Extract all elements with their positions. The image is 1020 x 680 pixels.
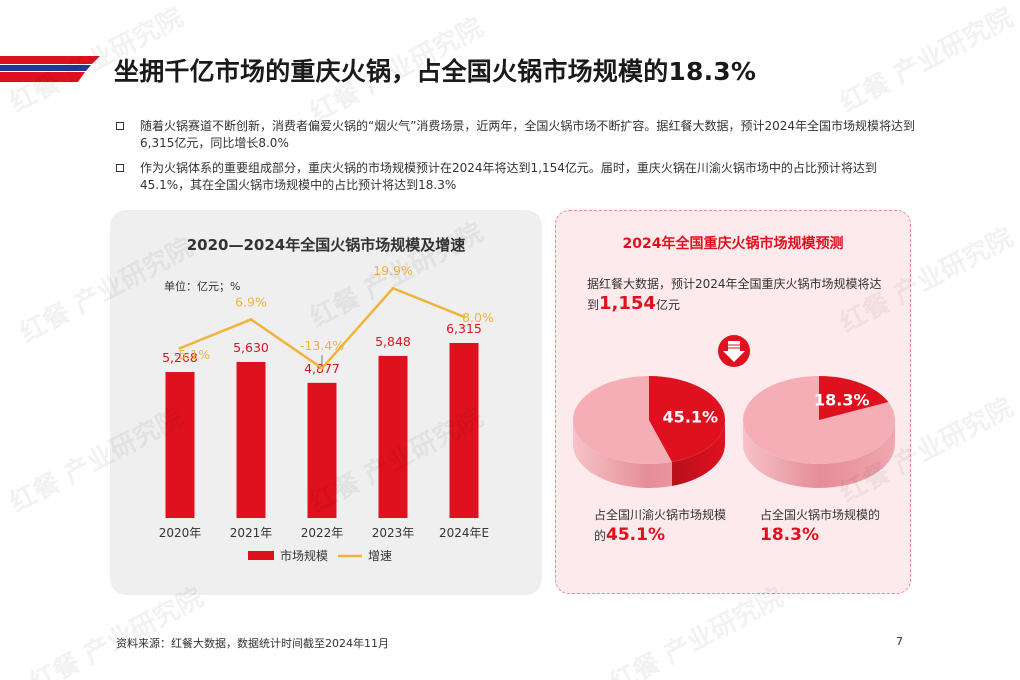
forecast-title: 2024年全国重庆火锅市场规模预测	[622, 236, 844, 252]
pie-slice-highlight	[819, 376, 889, 420]
x-tick-label: 2022年	[301, 526, 344, 540]
bullet-item: 作为火锅体系的重要组成部分，重庆火锅的市场规模预计在2024年将达到1,154亿…	[116, 160, 916, 193]
bar-value-label: 5,630	[233, 340, 269, 355]
page-title: 坐拥千亿市场的重庆火锅，占全国火锅市场规模的18.3%	[114, 57, 757, 86]
growth-point	[320, 366, 324, 370]
growth-point	[462, 315, 466, 319]
pie-national-share: 18.3%	[743, 376, 895, 488]
bullet-item: 随着火锅赛道不断创新，消费者偏爱火锅的“烟火气”消费场景，近两年，全国火锅市场不…	[116, 118, 916, 151]
growth-value-label: 6.9%	[235, 294, 267, 309]
square-bullet-icon	[116, 122, 124, 130]
pie-caption-value: 18.3%	[760, 525, 819, 545]
x-tick-label: 2024年E	[439, 526, 489, 540]
growth-value-label: 19.9%	[373, 263, 413, 278]
header-stripes	[0, 56, 100, 82]
legend-swatch-bar	[248, 551, 274, 560]
pie-caption-text: 占全国川渝火锅市场规模的	[594, 508, 727, 543]
watermark: 红餐 产业研究院	[835, 2, 1019, 119]
chart-title: 2020—2024年全国火锅市场规模及增速	[186, 236, 466, 254]
market-size-chart: 单位：亿元；%5,2682020年5,6302021年4,8772022年5,8…	[159, 263, 494, 563]
pie-slice-label: 45.1%	[663, 407, 719, 426]
bar-market-size	[449, 343, 479, 518]
pie-sichuan-share: 45.1%	[573, 376, 725, 488]
unit-label: 单位：亿元；%	[164, 279, 240, 293]
pie-caption-value: 45.1%	[606, 525, 665, 545]
legend-label: 增速	[368, 549, 392, 563]
bar-value-label: 5,268	[162, 350, 198, 365]
x-tick-label: 2020年	[159, 526, 202, 540]
bullet-text: 随着火锅赛道不断创新，消费者偏爱火锅的“烟火气”消费场景，近两年，全国火锅市场不…	[140, 119, 915, 150]
growth-point	[178, 346, 182, 350]
growth-value-label: -13.4%	[300, 338, 344, 353]
down-arrow-icon	[718, 335, 750, 367]
forecast-highlight-value: 1,154	[599, 293, 656, 314]
share-pies: 45.1% 18.3%	[573, 335, 895, 488]
forecast-description: 据红餐大数据，预计2024年全国重庆火锅市场规模将达到1,154亿元	[587, 274, 887, 315]
pie-slice-highlight	[649, 376, 725, 462]
bar-market-size	[236, 361, 266, 518]
page-number: 7	[896, 635, 903, 648]
bar-market-size	[307, 382, 337, 518]
bar-value-label: 6,315	[446, 321, 482, 336]
legend-label: 市场规模	[280, 548, 328, 563]
pie-side-highlight	[672, 420, 725, 486]
source-note: 资料来源：红餐大数据，数据统计时间截至2024年11月	[116, 637, 389, 650]
forecast-desc-suffix: 亿元	[655, 298, 680, 312]
bar-value-label: 5,848	[375, 334, 411, 349]
pie-caption-sichuan: 占全国川渝火锅市场规模的45.1%	[594, 505, 734, 546]
bullet-list: 随着火锅赛道不断创新，消费者偏爱火锅的“烟火气”消费场景，近两年，全国火锅市场不…	[116, 118, 916, 202]
x-tick-label: 2023年	[372, 526, 415, 540]
growth-value-label: 8.0%	[462, 310, 494, 325]
growth-point	[391, 286, 395, 290]
growth-point	[249, 317, 253, 321]
bullet-text: 作为火锅体系的重要组成部分，重庆火锅的市场规模预计在2024年将达到1,154亿…	[140, 161, 877, 192]
pie-slice-label: 18.3%	[814, 391, 870, 410]
bar-market-size	[165, 372, 195, 518]
bar-market-size	[378, 355, 408, 518]
forecast-desc-prefix: 据红餐大数据，预计2024年全国重庆火锅市场规模将达到	[587, 277, 882, 312]
pie-caption-text: 占全国火锅市场规模的	[760, 508, 881, 522]
pie-side	[743, 420, 895, 488]
x-tick-label: 2021年	[230, 526, 273, 540]
pie-caption-national: 占全国火锅市场规模的 18.3%	[760, 505, 900, 546]
square-bullet-icon	[116, 164, 124, 172]
growth-value-label: -5.1%	[174, 347, 210, 362]
